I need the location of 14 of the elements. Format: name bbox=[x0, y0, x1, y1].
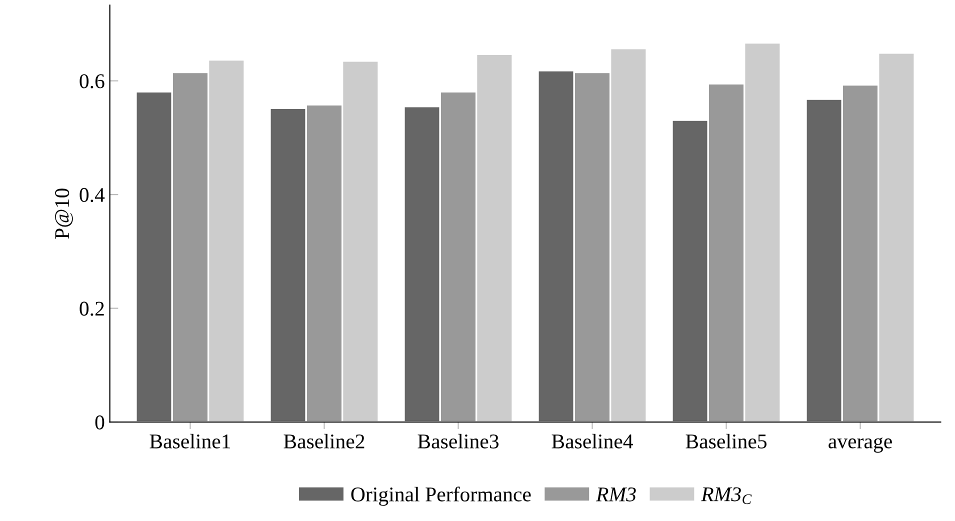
y-tick-label: 0.4 bbox=[80, 188, 105, 202]
legend-label: Original Performance bbox=[351, 486, 531, 506]
legend-label: RM3$_{C}$ bbox=[701, 487, 752, 504]
x-tick-label: Baseline1 bbox=[150, 434, 230, 448]
y-axis-title: P@10 bbox=[55, 188, 73, 239]
x-tick-label: Baseline2 bbox=[284, 434, 364, 448]
x-tick-label: Baseline5 bbox=[686, 434, 767, 448]
x-tick-label: average bbox=[828, 438, 892, 453]
x-tick-label: Baseline4 bbox=[552, 434, 634, 448]
x-tick-label: Baseline3 bbox=[418, 434, 499, 448]
y-tick-label: 0.6 bbox=[80, 74, 104, 88]
y-tick-label: 0.2 bbox=[80, 302, 104, 316]
y-tick-label: 0 bbox=[95, 415, 104, 430]
legend-label: RM3 bbox=[596, 487, 636, 502]
